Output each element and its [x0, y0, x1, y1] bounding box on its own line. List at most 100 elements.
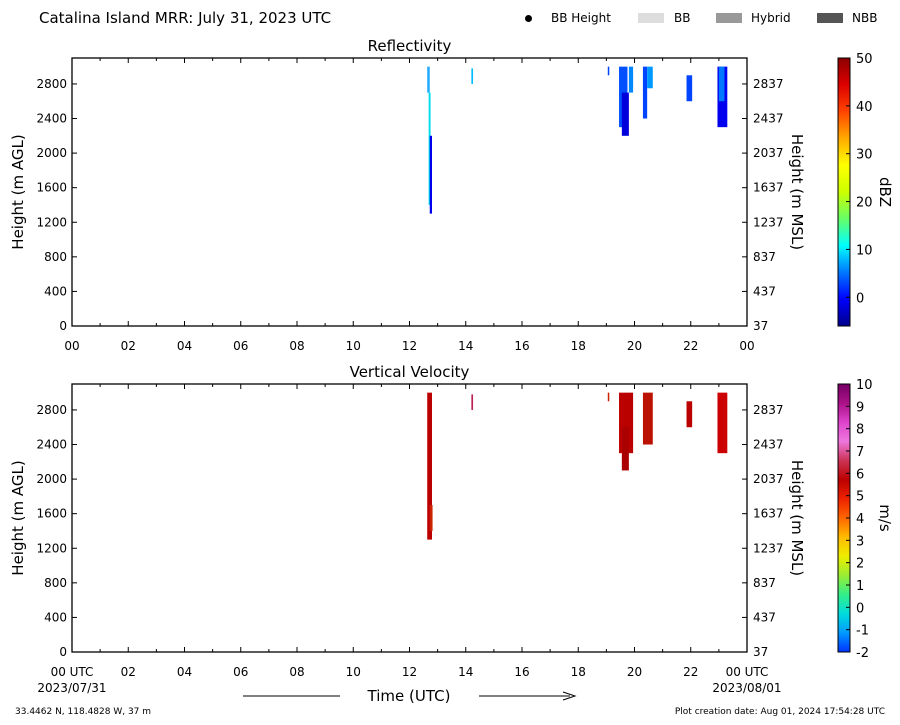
echo-mark [428, 92, 431, 205]
colorbar-tick-label: 10 [856, 378, 873, 393]
echo-mark [607, 66, 610, 76]
y-tick-label: 0 [59, 319, 67, 333]
y2-tick-label: 2037 [753, 472, 784, 486]
echo-mark [621, 92, 629, 136]
x-tick-label: 08 [289, 665, 304, 679]
x-tick-label: 08 [289, 339, 304, 353]
x-tick-label: 10 [346, 665, 361, 679]
x-tick-label: 14 [458, 339, 473, 353]
y2-tick-label: 37 [753, 319, 768, 333]
colorbar-label: m/s [876, 504, 894, 532]
y-tick-label: 1200 [36, 541, 67, 555]
y-tick-label: 800 [44, 250, 67, 264]
colorbar-tick-label: 40 [856, 100, 873, 115]
x-tick-label: 12 [402, 665, 417, 679]
figure-footer: 33.4462 N, 118.4828 W, 37 m Plot creatio… [15, 681, 885, 717]
echo-mark [717, 392, 728, 454]
x-tick-label: 14 [458, 665, 473, 679]
x-tick-label: 06 [233, 339, 248, 353]
y-tick-label: 2400 [36, 438, 67, 452]
y2-tick-label: 2437 [753, 112, 784, 126]
legend-swatch-nbb [817, 13, 843, 23]
y-tick-label: 400 [44, 610, 67, 624]
x-tick-label: 04 [177, 339, 192, 353]
y2-axis-label: Height (m MSL) [788, 460, 806, 576]
legend-label-hybrid: Hybrid [751, 11, 791, 25]
colorbar-label: dBZ [876, 177, 894, 207]
location-text: 33.4462 N, 118.4828 W, 37 m [15, 707, 151, 717]
x-tick-label: 22 [683, 339, 698, 353]
echo-mark [642, 66, 648, 119]
colorbar-tick-label: 0 [856, 291, 864, 306]
y2-tick-label: 437 [753, 284, 776, 298]
y2-tick-label: 2837 [753, 403, 784, 417]
y-tick-label: 400 [44, 284, 67, 298]
y2-tick-label: 2037 [753, 146, 784, 160]
y2-tick-label: 1237 [753, 541, 784, 555]
echo-mark [718, 66, 725, 102]
echo-mark [642, 392, 653, 445]
y-tick-label: 2400 [36, 112, 67, 126]
colorbar-tick-label: 2 [856, 557, 864, 572]
echo-mark [621, 427, 629, 471]
y2-tick-label: 1237 [753, 215, 784, 229]
y2-tick-label: 1637 [753, 181, 784, 195]
y2-tick-label: 37 [753, 645, 768, 659]
page-title: Catalina Island MRR: July 31, 2023 UTC [39, 9, 332, 27]
x-tick-label: 16 [514, 665, 529, 679]
colorbar-tick-label: 9 [856, 400, 864, 415]
colorbar-tick-label: 3 [856, 534, 864, 549]
y2-tick-label: 2437 [753, 438, 784, 452]
colorbar-tick-label: 4 [856, 512, 864, 527]
y-tick-label: 1600 [36, 181, 67, 195]
legend-label-bb-height: BB Height [551, 11, 611, 25]
end-date-label: 2023/08/01 [712, 681, 781, 695]
colorbar [837, 57, 851, 327]
echo-mark [607, 392, 610, 402]
x-tick-label: 22 [683, 665, 698, 679]
x-tick-label: 18 [571, 665, 586, 679]
x-tick-label: 06 [233, 665, 248, 679]
y-tick-label: 800 [44, 576, 67, 590]
x-tick-label: 04 [177, 665, 192, 679]
legend-label-bb: BB [674, 11, 691, 25]
creation-date-text: Plot creation date: Aug 01, 2024 17:54:2… [675, 707, 885, 717]
y2-tick-label: 2837 [753, 77, 784, 91]
y-tick-label: 2800 [36, 77, 67, 91]
legend-label-nbb: NBB [852, 11, 878, 25]
y-axis-label: Height (m AGL) [9, 460, 27, 575]
panel-title: Vertical Velocity [350, 363, 470, 381]
legend-swatch-hybrid [716, 13, 742, 23]
echo-mark [471, 68, 474, 84]
echo-mark [686, 75, 693, 102]
y-axis-label: Height (m AGL) [9, 134, 27, 249]
echo-mark [628, 66, 634, 93]
colorbar-tick-label: 10 [856, 243, 873, 258]
panel-title: Reflectivity [368, 37, 452, 55]
x-tick-label: 02 [121, 339, 136, 353]
echo-mark [647, 66, 653, 89]
x-tick-label: 16 [514, 339, 529, 353]
x-tick-label: 10 [346, 339, 361, 353]
colorbar-tick-label: 50 [856, 52, 873, 67]
colorbar-tick-label: 8 [856, 423, 864, 438]
colorbar-tick-label: 0 [856, 601, 864, 616]
echo-mark [686, 401, 693, 428]
x-tick-label: 00 [739, 339, 754, 353]
y-tick-label: 1600 [36, 507, 67, 521]
y2-tick-label: 837 [753, 576, 776, 590]
y-tick-label: 1200 [36, 215, 67, 229]
colorbar-tick-label: 6 [856, 467, 864, 482]
colorbar-tick-label: 20 [856, 196, 873, 211]
colorbar-tick-label: 30 [856, 148, 873, 163]
echo-mark [471, 394, 474, 410]
colorbar-tick-label: 7 [856, 445, 864, 460]
x-tick-label: 02 [121, 665, 136, 679]
y2-axis-label: Height (m MSL) [788, 134, 806, 250]
colorbar-tick-label: 1 [856, 579, 864, 594]
echo-mark [427, 66, 430, 93]
x-tick-label: 20 [627, 339, 642, 353]
x-tick-label: 20 [627, 665, 642, 679]
y2-tick-label: 437 [753, 610, 776, 624]
